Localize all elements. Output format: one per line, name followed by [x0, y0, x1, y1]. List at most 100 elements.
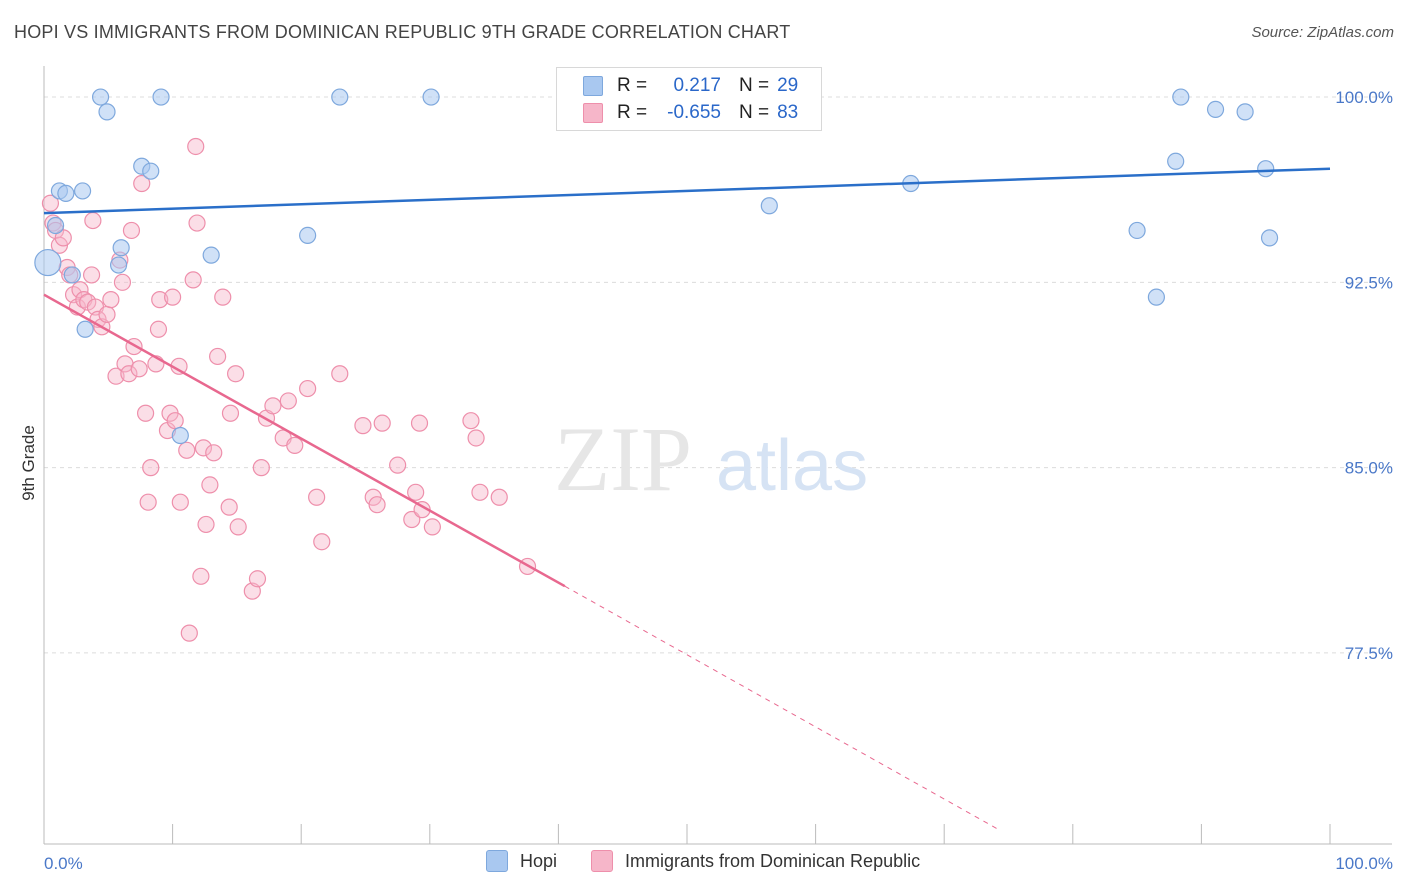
dominican-point-69 — [389, 456, 407, 474]
dominican-point-28 — [139, 493, 157, 511]
dominican-point-26 — [136, 404, 155, 422]
dominican-point-74 — [423, 518, 441, 536]
dominican-r-label: R = — [617, 102, 648, 123]
dominican-point-72 — [410, 414, 429, 432]
dominican-trend-extension — [564, 585, 1002, 832]
dominican-point-20 — [113, 273, 132, 291]
dominican-point-46 — [205, 444, 223, 462]
dominican-point-9 — [71, 281, 89, 299]
dominican-n-value: 83 — [777, 102, 799, 123]
hopi-point-0 — [34, 248, 62, 277]
y-tick-label-0: 77.5% — [1345, 644, 1393, 663]
hopi-point-18 — [422, 88, 440, 106]
dominican-point-60 — [286, 436, 304, 454]
dominican-point-42 — [192, 567, 210, 585]
dominican-point-76 — [467, 429, 485, 447]
dominican-point-25 — [130, 360, 148, 378]
hopi-point-3 — [73, 182, 92, 200]
hopi-point-28 — [1260, 229, 1279, 247]
dominican-point-0 — [41, 194, 60, 212]
x-tick-label-0: 0.0% — [44, 854, 83, 873]
correlation-legend: R = 0.217 N = 29 R = -0.655 N = 83 — [556, 67, 822, 131]
dominican-point-18 — [107, 367, 125, 385]
hopi-point-6 — [76, 320, 94, 338]
hopi-r-value: 0.217 — [673, 75, 721, 96]
hopi-point-5 — [63, 266, 81, 284]
dominican-point-41 — [184, 271, 202, 289]
y-tick-label-2: 92.5% — [1345, 273, 1393, 292]
dominican-point-77 — [471, 483, 489, 501]
source-credit: Source: ZipAtlas.com — [1251, 24, 1394, 41]
dominican-point-35 — [166, 412, 184, 430]
dominican-point-48 — [214, 288, 232, 306]
y-tick-label-3: 100.0% — [1335, 88, 1393, 107]
legend-item-hopi[interactable]: Hopi — [486, 850, 557, 872]
legend-item-dominican[interactable]: Immigrants from Dominican Republic — [591, 850, 920, 872]
hopi-point-19 — [760, 197, 778, 215]
dominican-r-value: -0.655 — [667, 102, 721, 123]
hopi-r-label: R = — [617, 75, 648, 96]
dominican-point-75 — [462, 412, 480, 430]
hopi-point-8 — [98, 103, 116, 121]
hopi-point-24 — [1206, 100, 1225, 119]
hopi-point-16 — [299, 226, 317, 244]
dominican-point-16 — [98, 305, 116, 324]
dominican-point-40 — [187, 137, 205, 156]
hopi-point-14 — [202, 246, 220, 264]
dominican-trend-line — [43, 293, 566, 588]
dominican-point-39 — [180, 624, 198, 642]
dominican-point-4 — [54, 229, 72, 247]
grid-lines — [44, 96, 1392, 654]
dominican-point-54 — [248, 570, 267, 588]
axes — [43, 66, 1392, 845]
dominican-point-70 — [403, 510, 421, 529]
dominican-point-68 — [373, 414, 391, 432]
hopi-legend-label: Hopi — [520, 850, 558, 871]
dominican-point-55 — [252, 459, 270, 477]
watermark: ZIP atlas — [554, 408, 868, 510]
dominican-point-64 — [331, 365, 349, 383]
hopi-point-25 — [1167, 152, 1185, 170]
dominican-point-78 — [490, 488, 508, 506]
dominican-point-61 — [299, 379, 317, 398]
hopi-point-17 — [331, 88, 349, 106]
dominican-point-22 — [120, 365, 138, 383]
legend-row-dominican: R = -0.655 N = 83 — [583, 100, 798, 126]
hopi-trend-line — [43, 167, 1331, 215]
hopi-n-label: N = — [739, 75, 770, 96]
hopi-point-4 — [46, 216, 65, 235]
hopi-legend-swatch — [486, 850, 508, 872]
hopi-point-9 — [152, 88, 170, 106]
series-legend: Hopi Immigrants from Dominican Republic — [0, 850, 1406, 880]
hopi-point-22 — [1147, 288, 1165, 306]
dominican-point-12 — [82, 266, 101, 284]
hopi-point-21 — [1128, 221, 1146, 240]
hopi-n-value: 29 — [777, 75, 799, 96]
data-points — [34, 88, 1279, 642]
dominican-point-52 — [229, 518, 247, 536]
hopi-point-2 — [57, 184, 75, 203]
hopi-point-7 — [91, 88, 110, 106]
x-tick-label-1: 100.0% — [1335, 854, 1393, 873]
dominican-point-82 — [188, 214, 206, 232]
legend-row-hopi: R = 0.217 N = 29 — [583, 73, 798, 99]
dominican-point-17 — [102, 291, 120, 309]
dominican-point-65 — [354, 417, 372, 435]
dominican-legend-swatch — [591, 850, 613, 872]
dominican-point-57 — [264, 397, 282, 415]
watermark-zip: ZIP — [554, 408, 692, 510]
chart-title: HOPI VS IMMIGRANTS FROM DOMINICAN REPUBL… — [14, 22, 791, 42]
dominican-point-49 — [220, 498, 238, 516]
dominican-point-63 — [313, 533, 331, 551]
hopi-point-13 — [109, 256, 128, 274]
hopi-point-15 — [171, 426, 189, 445]
dominican-point-80 — [84, 211, 102, 230]
dominican-point-44 — [197, 515, 215, 534]
tick-labels: 77.5% 85.0% 92.5% 100.0% 0.0% 100.0% — [44, 88, 1393, 873]
dominican-point-59 — [279, 392, 297, 410]
y-tick-label-1: 85.0% — [1345, 459, 1393, 478]
dominican-point-50 — [221, 404, 240, 422]
dominican-point-67 — [368, 496, 386, 514]
hopi-point-27 — [1257, 160, 1275, 178]
